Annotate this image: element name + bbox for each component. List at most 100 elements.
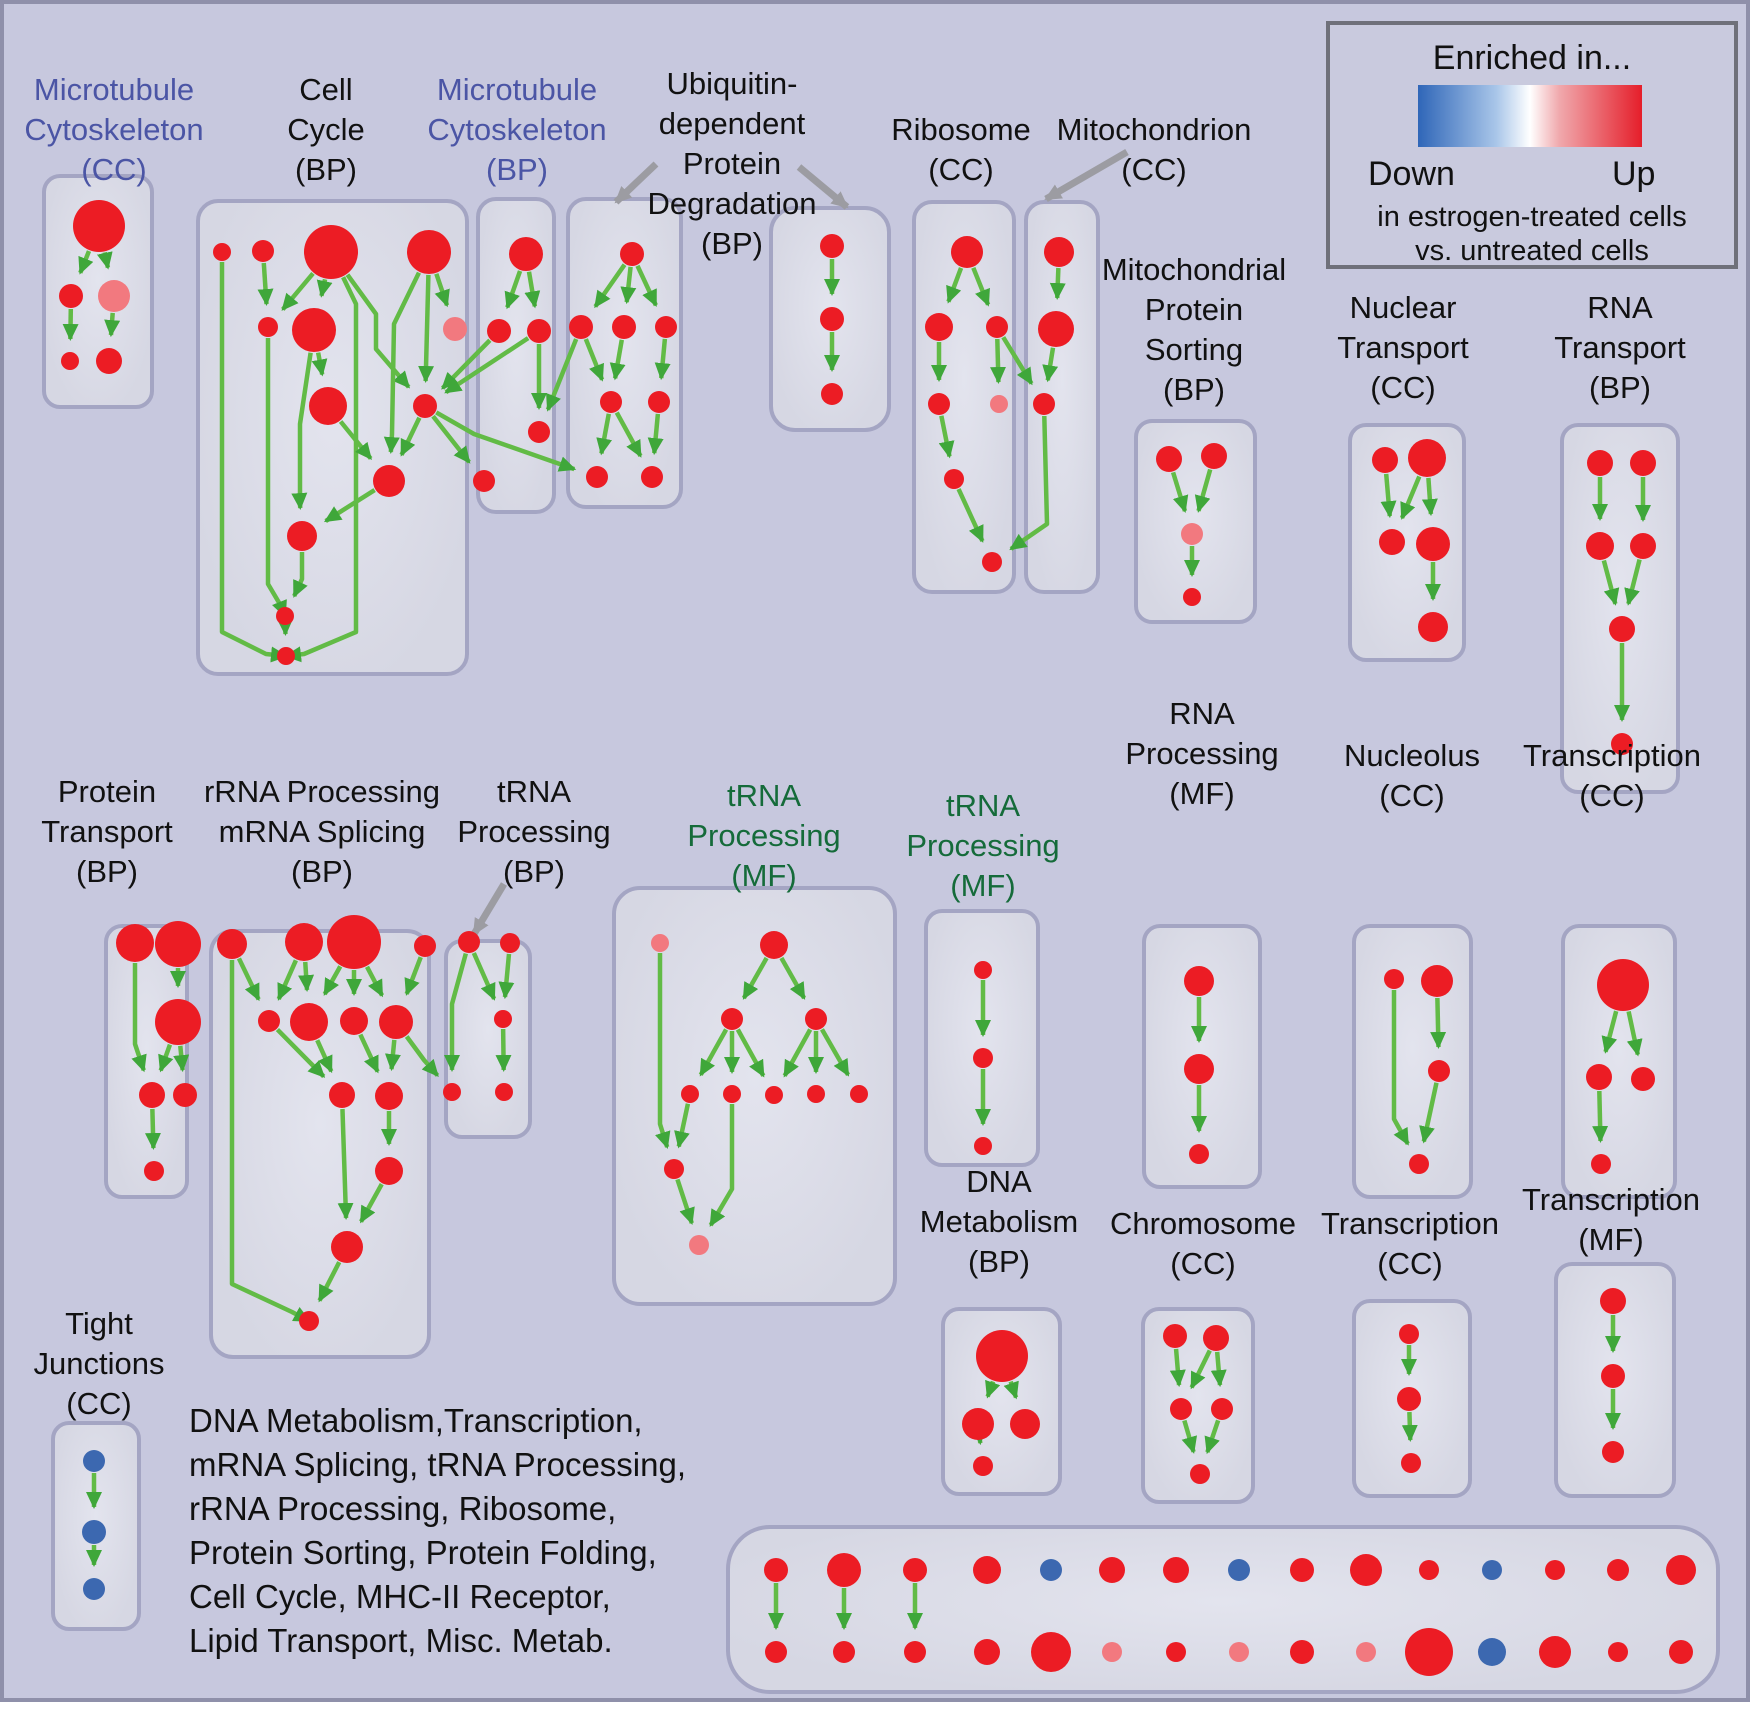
cluster-labels-layer: Microtubule Cytoskeleton (CC) Cell Cycle … — [4, 4, 1746, 1698]
node-a3 — [527, 319, 551, 343]
node-ch5 — [1190, 1464, 1210, 1484]
edge-j1-j4 — [1391, 990, 1410, 1146]
node-r7 — [982, 552, 1002, 572]
node-r1 — [951, 236, 983, 268]
node-r4 — [928, 393, 950, 415]
node-a4 — [528, 421, 550, 443]
node-ch1 — [1163, 1324, 1187, 1348]
edge-b5-b7 — [596, 413, 613, 456]
node-b7 — [586, 466, 608, 488]
node-h1 — [974, 961, 992, 979]
node-b01b — [765, 1641, 787, 1663]
edge-d1-d2 — [985, 1379, 1001, 1399]
l-protein-transport-bp: Protein Transport (BP) — [41, 774, 173, 889]
node-i3 — [1189, 1144, 1209, 1164]
edge-cc4-cc10 — [383, 271, 421, 455]
edge-r1-r3 — [971, 266, 991, 307]
l-dna-metabolism-bp: DNA Metabolism (BP) — [919, 1164, 1079, 1279]
node-ch2 — [1203, 1325, 1229, 1351]
node-t5 — [495, 1083, 513, 1101]
l-rrna-processing-mrna-splicing-bp: rRNA Processing mRNA Splicing (BP) — [203, 774, 441, 889]
node-cc7 — [443, 317, 467, 341]
node-nt4 — [1416, 527, 1450, 561]
node-q11 — [375, 1157, 403, 1185]
node-f1 — [1600, 1288, 1626, 1314]
node-mm2 — [1038, 311, 1074, 347]
edge-k2-k4 — [1592, 1090, 1609, 1144]
edge-a1-a2 — [504, 270, 523, 310]
edge-k1-k3 — [1626, 1010, 1643, 1057]
edge-q2-q5 — [276, 959, 298, 1001]
node-h2 — [973, 1048, 993, 1068]
node-g10 — [664, 1159, 684, 1179]
node-q1 — [217, 929, 247, 959]
legend-subtitle-line2: vs. untreated cells — [1415, 235, 1649, 267]
node-cc4 — [407, 230, 451, 274]
edge-b1-b2 — [593, 263, 627, 309]
node-d4 — [973, 1456, 993, 1476]
edge-g1-g10 — [655, 953, 671, 1149]
edge-e2-e3 — [1401, 1411, 1418, 1443]
annotation-arrow-2 — [796, 164, 850, 210]
edge-cc3-cc13 — [284, 276, 359, 663]
l-transcription-mf: Transcription (MF) — [1521, 1182, 1701, 1257]
node-q13 — [299, 1311, 319, 1331]
box-rna-transport-bp — [1560, 423, 1680, 794]
node-cc11 — [287, 521, 317, 551]
node-b12t — [1482, 1560, 1502, 1580]
node-b14b — [1608, 1642, 1628, 1662]
edge-b5-b8 — [614, 411, 643, 458]
node-e1 — [1399, 1324, 1419, 1344]
edge-b6-b8 — [647, 413, 664, 456]
node-b5 — [600, 391, 622, 413]
edge-d1-d3 — [1003, 1380, 1019, 1400]
edge-cc2-cc5 — [257, 262, 274, 307]
node-b11t — [1419, 1560, 1439, 1580]
edge-mm2-mm3 — [1042, 347, 1059, 383]
edge-r6-r7 — [956, 488, 985, 543]
legend: Enriched in... Down Up in estrogen-treat… — [1326, 21, 1738, 269]
edge-b4-b6 — [654, 338, 671, 381]
l-rna-transport-bp: RNA Transport (BP) — [1554, 290, 1686, 405]
node-b07b — [1166, 1642, 1186, 1662]
node-i2 — [1184, 1054, 1214, 1084]
node-s1 — [1156, 446, 1182, 472]
node-u3 — [821, 383, 843, 405]
annotation-arrow-4 — [470, 882, 508, 936]
node-p2 — [155, 921, 201, 967]
node-v3 — [1586, 532, 1614, 560]
edge-ch2-ch4 — [1210, 1351, 1227, 1388]
edge-r3-r5 — [990, 338, 1007, 385]
l-mitochondrial-protein-sorting-bp: Mitochondrial Protein Sorting (BP) — [1101, 252, 1287, 407]
node-cc10 — [373, 465, 405, 497]
node-b09t — [1290, 1558, 1314, 1582]
l-trna-processing-mf-1: tRNA Processing (MF) — [687, 778, 841, 893]
edge-p3-p5 — [173, 1045, 190, 1073]
l-trna-processing-mf-2: tRNA Processing (MF) — [906, 788, 1060, 903]
node-cc12 — [276, 607, 294, 625]
edge-s1-s3 — [1170, 471, 1189, 513]
edge-g6-g11 — [708, 1104, 735, 1227]
node-mc2 — [59, 284, 83, 308]
edge-t3-t5 — [495, 1028, 512, 1073]
edge-p1-p4 — [131, 963, 147, 1073]
l-ubiquitin-bp: Ubiquitin- dependent Protein Degradation… — [647, 66, 817, 261]
node-s3 — [1181, 523, 1203, 545]
node-q2 — [285, 923, 323, 961]
edge-cc1-cc13 — [219, 262, 288, 663]
edge-q4-q8 — [404, 956, 423, 996]
node-k3 — [1631, 1067, 1655, 1091]
node-b05t — [1040, 1559, 1062, 1581]
edge-r4-r6 — [938, 415, 955, 459]
edge-g3-g5 — [698, 1028, 729, 1077]
edge-j3-j4 — [1419, 1082, 1439, 1144]
node-d1 — [976, 1330, 1028, 1382]
node-v2 — [1630, 450, 1656, 476]
edge-g2-g3 — [741, 956, 769, 1000]
edge-s2-s3 — [1194, 468, 1213, 513]
edge-p4-p6 — [145, 1108, 161, 1151]
node-v6 — [1611, 733, 1633, 755]
edge-g4-g9 — [820, 1028, 851, 1077]
node-b6 — [648, 391, 670, 413]
node-g8 — [807, 1085, 825, 1103]
